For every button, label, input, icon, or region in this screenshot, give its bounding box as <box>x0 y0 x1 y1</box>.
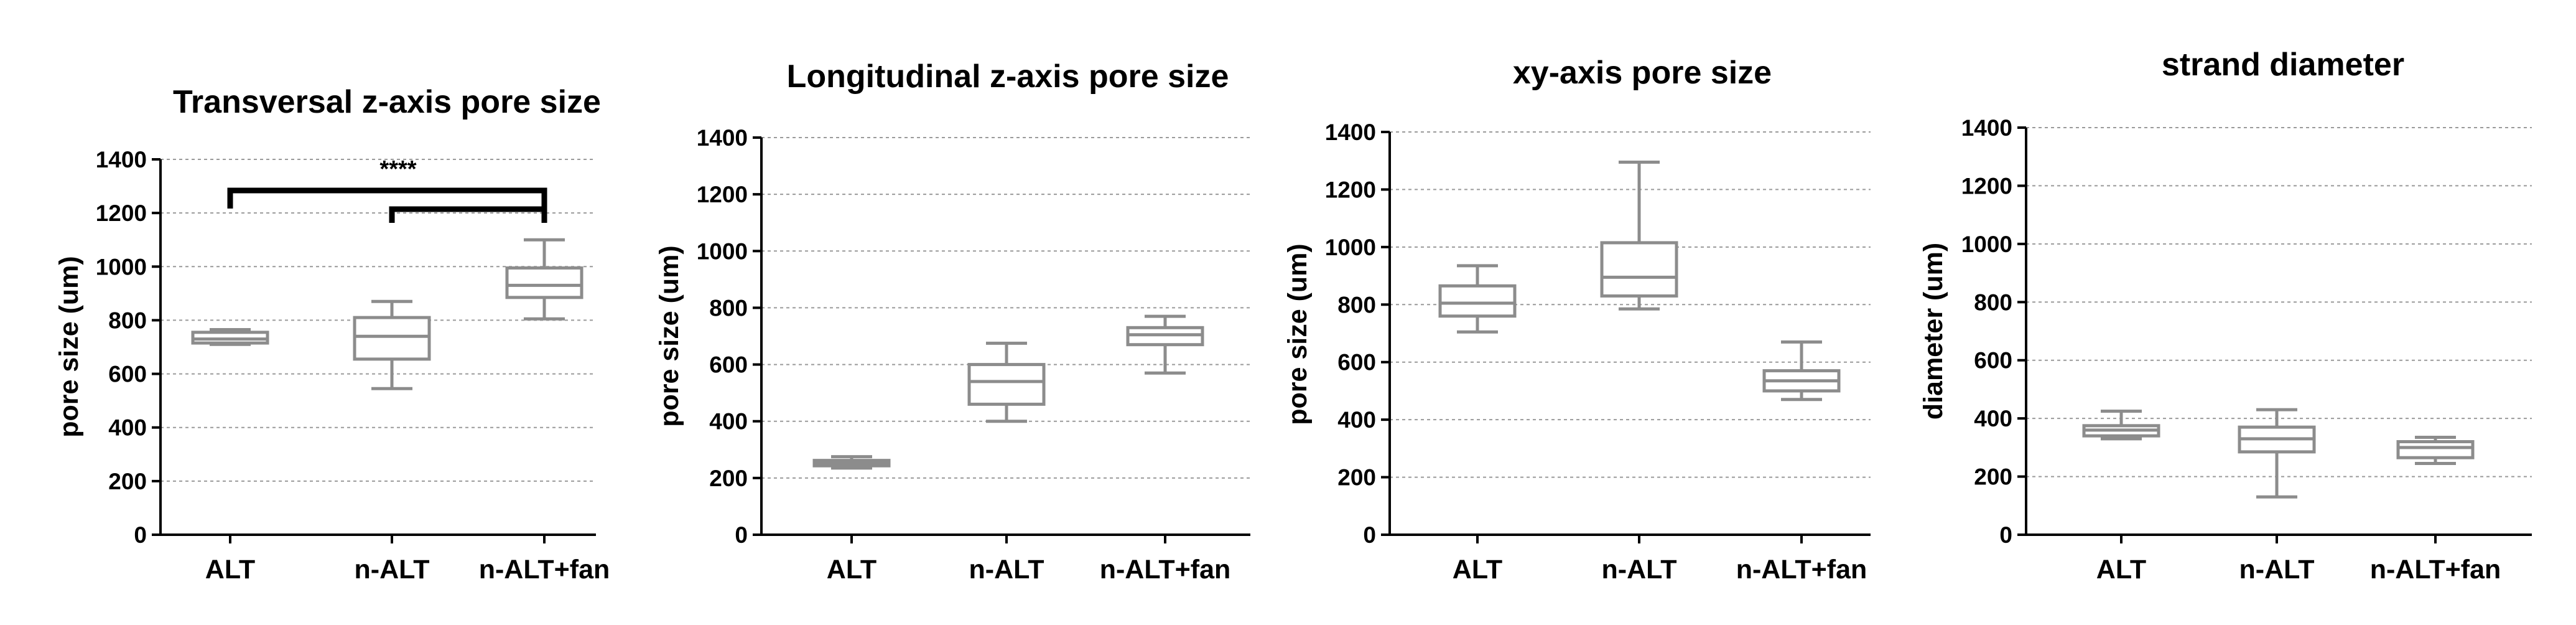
y-tick-label: 800 <box>709 295 748 321</box>
chart-title: xy-axis pore size <box>1513 55 1772 91</box>
box-plot-alt <box>2082 409 2160 441</box>
box-plot-n-alt-fan <box>2396 436 2475 466</box>
y-tick-label: 400 <box>108 415 147 441</box>
x-tick-label: n-ALT+fan <box>479 555 610 585</box>
y-tick-label: 600 <box>1974 348 2012 374</box>
box-plot-n-alt <box>967 341 1046 423</box>
box-plot-n-alt-fan <box>1762 340 1841 402</box>
box-plot-n-alt-fan <box>505 238 584 321</box>
x-tick-label: n-ALT <box>969 555 1044 585</box>
y-tick-label: 400 <box>709 409 748 435</box>
y-tick-label: 800 <box>1974 289 2012 315</box>
iqr-box <box>967 363 1046 406</box>
y-axis-label: pore size (um) <box>654 245 684 427</box>
y-tick-label: 800 <box>1337 292 1376 317</box>
y-tick-label: 1400 <box>96 147 147 172</box>
y-tick-label: 600 <box>108 362 147 387</box>
iqr-box <box>2396 440 2475 459</box>
iqr-box <box>1438 284 1517 318</box>
x-tick-label: n-ALT <box>2239 555 2315 585</box>
y-tick-label: 800 <box>108 308 147 333</box>
x-tick-label: ALT <box>205 555 255 585</box>
y-tick-label: 1400 <box>1961 115 2012 141</box>
y-tick-label: 400 <box>1974 406 2012 431</box>
y-tick-label: 200 <box>108 469 147 494</box>
y-tick-label: 200 <box>1974 464 2012 490</box>
x-tick-label: n-ALT+fan <box>2370 555 2501 585</box>
significance-bracket: **** <box>227 156 547 223</box>
y-tick-label: 0 <box>735 522 748 548</box>
plot-area: 0 200 400 600 800 1000 1200 1400 ALT n-ALT n-ALT+f… <box>697 125 1250 585</box>
y-axis-label: diameter (um) <box>1918 243 1948 420</box>
y-tick-label: 1200 <box>1325 177 1376 202</box>
x-tick-label: n-ALT+fan <box>1736 555 1867 585</box>
y-axis-label: pore size (um) <box>54 256 84 438</box>
y-tick-label: 200 <box>709 466 748 491</box>
x-tick-label: n-ALT <box>1602 555 1677 585</box>
x-tick-label: ALT <box>2096 555 2146 585</box>
x-tick-label: n-ALT <box>355 555 430 585</box>
x-tick-label: n-ALT+fan <box>1100 555 1231 585</box>
box-plot-alt <box>1438 264 1517 334</box>
iqr-box <box>505 266 584 299</box>
plot-area: 0 200 400 600 800 1000 1200 1400 ALT n-ALT n-ALT+f… <box>96 147 610 585</box>
y-tick-label: 1000 <box>1961 232 2012 257</box>
box-plot-alt <box>812 455 891 470</box>
chart-title: Longitudinal z-axis pore size <box>787 59 1229 95</box>
plot-area: 0 200 400 600 800 1000 1200 1400 ALT n-ALT n-ALT+f… <box>1325 120 1871 585</box>
box-plot-n-alt-fan <box>1126 314 1204 375</box>
iqr-box <box>353 316 431 361</box>
y-tick-label: 0 <box>1363 522 1376 548</box>
y-tick-label: 600 <box>1337 350 1376 375</box>
chart-panel-transversal: Transversal z-axis pore size pore size (… <box>54 84 610 585</box>
y-tick-label: 600 <box>709 352 748 378</box>
x-tick-label: ALT <box>827 555 876 585</box>
box-plot-n-alt <box>2238 408 2316 499</box>
y-tick-label: 1400 <box>1325 120 1376 145</box>
y-axis-label: pore size (um) <box>1283 243 1313 425</box>
y-tick-label: 1200 <box>1961 173 2012 199</box>
chart-panel-xy: xy-axis pore size pore size (um) 0 200 400… <box>1283 55 1871 585</box>
y-tick-label: 1000 <box>1325 235 1376 260</box>
iqr-box <box>1600 241 1678 298</box>
y-tick-label: 0 <box>1999 522 2012 548</box>
y-tick-label: 1000 <box>96 254 147 280</box>
significance-label: **** <box>379 156 416 182</box>
y-tick-label: 1200 <box>96 200 147 226</box>
chart-panel-strand-diameter: strand diameter diameter (um) 0 200 400 600… <box>1918 47 2532 585</box>
box-plot-n-alt <box>1600 161 1678 311</box>
box-plot-n-alt <box>353 299 431 390</box>
y-tick-label: 1200 <box>697 182 748 207</box>
y-tick-label: 0 <box>134 522 147 548</box>
x-tick-label: ALT <box>1453 555 1502 585</box>
y-tick-label: 1400 <box>697 125 748 151</box>
box-plot-alt <box>191 328 269 346</box>
y-tick-label: 400 <box>1337 407 1376 433</box>
y-tick-label: 200 <box>1337 465 1376 491</box>
plot-area: 0 200 400 600 800 1000 1200 1400 ALT n-ALT n-ALT+f… <box>1961 115 2532 585</box>
chart-title: strand diameter <box>2162 47 2404 83</box>
y-tick-label: 1000 <box>697 238 748 264</box>
chart-title: Transversal z-axis pore size <box>173 84 601 120</box>
chart-panel-longitudinal: Longitudinal z-axis pore size pore size … <box>654 59 1250 585</box>
